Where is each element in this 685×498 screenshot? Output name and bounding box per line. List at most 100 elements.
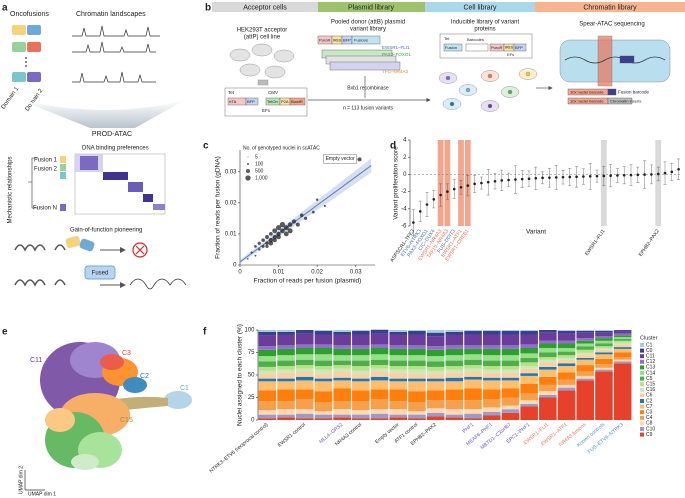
legend-label: 5 [255, 154, 258, 160]
construct-label: P2A [281, 99, 289, 104]
point [534, 176, 538, 180]
construct-label: BFP [515, 45, 523, 50]
bar-segment [352, 390, 370, 402]
fusion-domains-rect [27, 72, 41, 82]
bar-segment [501, 355, 520, 361]
spear-illustration-rect [619, 55, 635, 64]
pioneering-illustration-path [14, 244, 66, 252]
spear-illustration-rect [607, 97, 633, 105]
bar-segment [389, 345, 408, 349]
bar-segment [408, 391, 426, 402]
bar-segment [370, 399, 389, 410]
bar-segment [595, 343, 613, 347]
point [254, 244, 257, 248]
construct-label: Barcodes [467, 37, 484, 42]
bar-segment [557, 340, 576, 344]
panel-e: C3 C2 C1 C11 C15 UMAP dim 1 UMAP dim 2 [18, 342, 192, 497]
bar-segment [277, 330, 295, 332]
bar-segment [557, 348, 576, 352]
bar-segment [277, 389, 295, 402]
bar-segment [576, 380, 595, 420]
point [425, 203, 429, 206]
legend-swatch [640, 371, 644, 375]
bar-segment [352, 348, 370, 356]
bar-segment [557, 363, 576, 366]
bar-segment [539, 357, 557, 360]
y-tick-label: 75 [248, 350, 255, 356]
spear-illustration-rect [597, 35, 613, 87]
bar-segment [595, 371, 613, 420]
bar-segment [277, 355, 295, 361]
step-note: n = 113 fusion variants [343, 105, 394, 111]
bar-segment [370, 354, 389, 360]
bar-segment [482, 330, 501, 331]
bar-segment [520, 330, 538, 335]
row-label: Fusion 2 [34, 167, 58, 173]
bar-segment [613, 339, 632, 341]
heading: proteins [474, 27, 495, 33]
cluster-label: C2 [140, 373, 149, 380]
bar-segment [464, 348, 482, 355]
bar-segment [557, 330, 576, 331]
bar-segment [539, 343, 557, 348]
step-bar [535, 2, 685, 12]
bar-segment [595, 348, 613, 350]
bar-segment [482, 369, 501, 373]
point [548, 176, 551, 179]
bar-segment [389, 360, 408, 366]
binding-heatmap-rect [128, 182, 143, 192]
bar-segment [482, 348, 501, 356]
step-bar [318, 2, 425, 12]
y-tick-label: 100 [244, 328, 255, 334]
bar-segment [426, 346, 445, 350]
bar-segment [314, 381, 333, 392]
binding-heatmap-rect [60, 164, 66, 171]
bar-segment [352, 373, 370, 379]
bar-segment [539, 340, 557, 344]
bar-segment [426, 408, 445, 413]
bar-segment [576, 352, 595, 355]
donor-plasmids [317, 35, 401, 71]
bar-segment [333, 401, 351, 410]
bar-segment [408, 381, 426, 392]
bar-segment [445, 409, 464, 415]
point [561, 175, 565, 179]
acceptor-cells-ellipse [273, 49, 295, 63]
bar-segment [595, 358, 613, 365]
bar-segment [595, 338, 613, 341]
bar-segment [258, 381, 277, 391]
point [520, 177, 524, 181]
bar-segment [445, 372, 464, 378]
bar-segment [595, 346, 613, 348]
acceptor-cells-ellipse [251, 43, 273, 57]
bar-segment [352, 381, 370, 391]
umap-axes [24, 470, 45, 491]
pioneering-illustration-path [135, 245, 145, 255]
point [616, 174, 619, 177]
legend-label: C5 [646, 376, 653, 382]
bar-segment [352, 360, 370, 366]
bar-segment [370, 333, 389, 345]
bar-segment [501, 369, 520, 373]
bar-segment [520, 406, 538, 420]
bar-segment [613, 363, 632, 420]
point [291, 219, 297, 224]
binding-heatmap-rect [60, 156, 66, 163]
bar-segment [557, 379, 576, 385]
construct-label: EFs [507, 52, 514, 57]
point [265, 244, 269, 248]
bar-segment [333, 334, 351, 346]
bar-segment [333, 331, 351, 335]
bar-segment [445, 400, 464, 410]
fusion-domains-rect [12, 25, 26, 35]
x-tick-label: EWSR1 control [277, 422, 307, 449]
charts: 0 0.01 0.02 0.03 0 0.01 0.02 0.03 Empty vector No… [209, 138, 682, 474]
bar-segment [520, 362, 538, 366]
point [656, 172, 660, 176]
bar-segment [595, 352, 613, 355]
panel-letter: a [2, 3, 8, 14]
heading: Pooled donor (attB) plasmid [331, 20, 405, 26]
bar-segment [482, 389, 501, 400]
bar-segment [426, 378, 445, 382]
bar-segment [445, 366, 464, 370]
